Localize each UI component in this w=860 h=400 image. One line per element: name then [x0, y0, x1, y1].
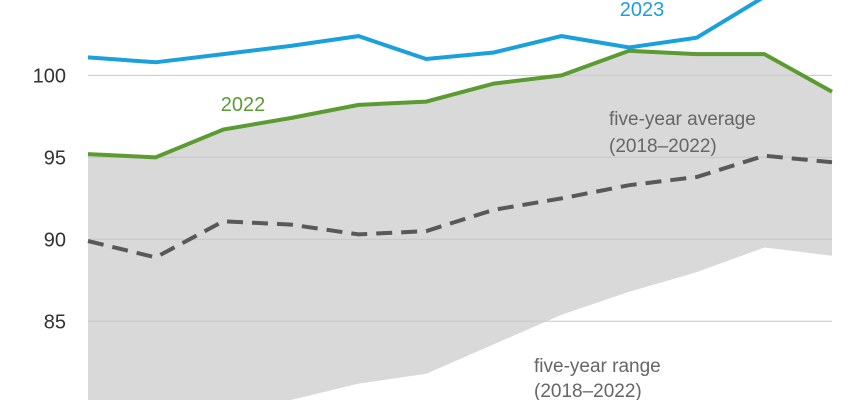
label-2023: 2023 [620, 0, 665, 21]
series-2022-line [87, 48, 833, 160]
label-five-year-average-period: (2018–2022) [609, 136, 717, 157]
series-lines [87, 0, 833, 260]
five-year-range-layer [88, 50, 832, 400]
label-five-year-average: five-year average [609, 109, 756, 130]
y-tick-label-100: 100 [33, 65, 66, 87]
label-five-year-range-period: (2018–2022) [534, 381, 642, 400]
y-tick-label-90: 90 [44, 229, 66, 251]
y-axis: 85 90 95 100 [33, 65, 66, 333]
label-2022: 2022 [221, 94, 266, 116]
y-tick-label-95: 95 [44, 147, 66, 169]
five-year-range-band [88, 50, 832, 400]
y-tick-label-85: 85 [44, 311, 66, 333]
five-year-average-line [87, 153, 833, 260]
label-five-year-range: five-year range [534, 356, 661, 377]
gridlines [88, 74, 832, 322]
series-2023-line [87, 0, 763, 65]
